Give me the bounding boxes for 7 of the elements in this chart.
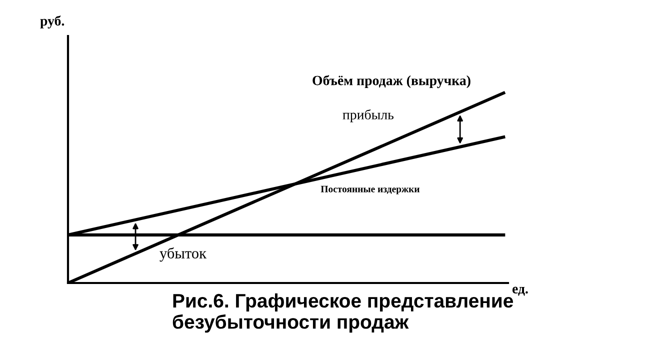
annotation: прибыль	[342, 109, 394, 122]
text: Рис.6. Графическое представление безубыточности продаж	[172, 293, 514, 333]
text: Объём продаж (выручка)	[312, 75, 470, 88]
annotation: Постоянные издержки	[320, 186, 420, 194]
y-axis-title: руб.	[40, 16, 64, 28]
annotation: убыток	[160, 247, 206, 262]
x-axis-title: ед.	[512, 286, 528, 296]
